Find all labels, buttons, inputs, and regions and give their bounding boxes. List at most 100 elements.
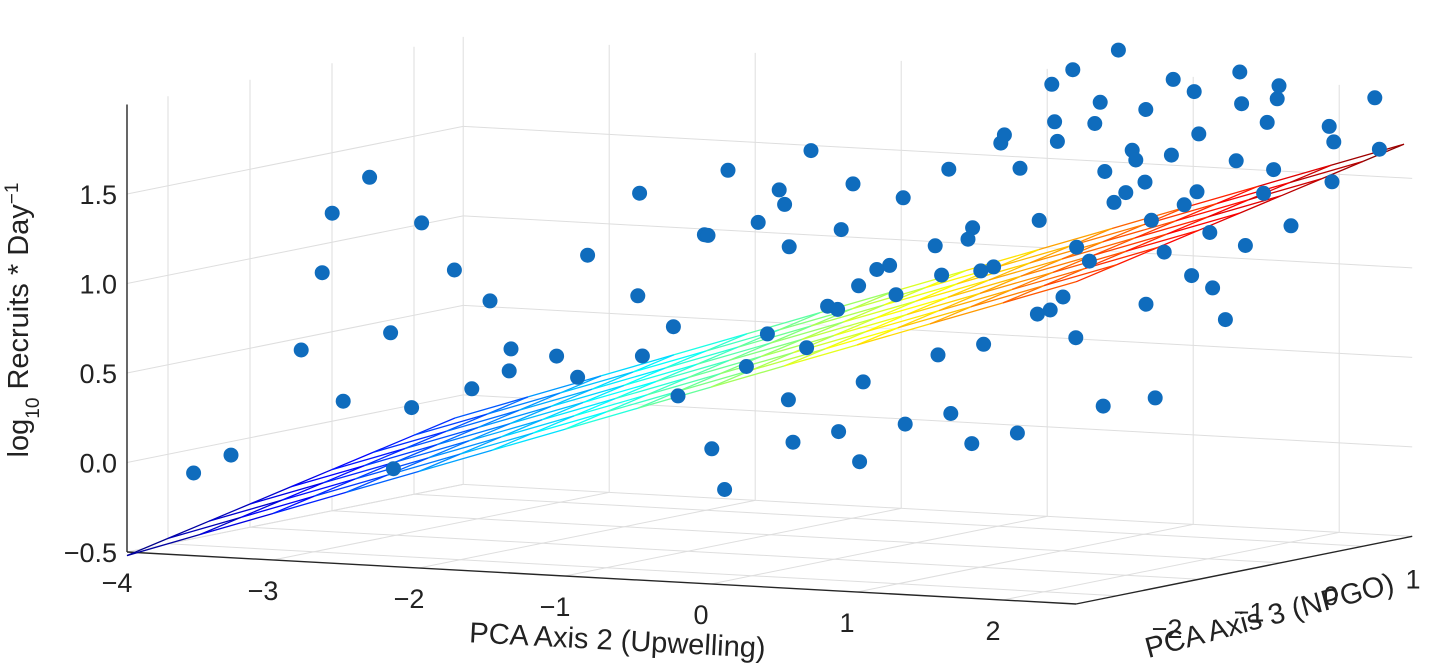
data-point <box>1047 114 1063 130</box>
plane-facet <box>770 304 884 344</box>
plane-mesh-line <box>459 432 534 455</box>
plane-mesh-line <box>395 444 438 463</box>
grid-line <box>331 510 1282 564</box>
plane-mesh-line <box>372 434 415 453</box>
data-point <box>820 298 836 314</box>
plane-facet <box>323 444 437 483</box>
data-point <box>869 262 885 277</box>
plane-mesh-line <box>1207 199 1250 218</box>
fitted-plane <box>126 143 1405 557</box>
plane-mesh-line <box>1175 202 1218 222</box>
plane-facet <box>565 390 679 430</box>
plane-mesh-line <box>509 405 552 425</box>
plane-facet <box>875 280 989 319</box>
plane-facet <box>793 314 907 353</box>
plane-mesh-line <box>605 394 648 413</box>
data-point <box>996 127 1012 143</box>
plane-mesh-line <box>1075 264 1118 283</box>
x-tick-label: 1 <box>839 608 854 638</box>
grid-line <box>463 304 1413 358</box>
plane-mesh-line <box>167 516 242 540</box>
plane-mesh-line <box>363 444 438 467</box>
z-tick-label: 1.5 <box>79 180 117 210</box>
x-axis-title: PCA Axis 2 (Upwelling) <box>469 617 767 663</box>
plane-mesh-line <box>783 348 826 367</box>
data-point <box>976 336 992 352</box>
data-point <box>759 326 775 342</box>
plane-mesh-line <box>1002 281 1077 304</box>
plane-mesh-line <box>1061 237 1136 260</box>
data-point <box>960 231 976 247</box>
data-point <box>700 227 716 243</box>
plane-facet <box>250 465 364 504</box>
data-point <box>464 381 480 397</box>
z-tick-label: 0.0 <box>79 449 117 479</box>
plane-mesh-line <box>897 309 940 329</box>
plane-facet <box>346 454 460 493</box>
plane-facet <box>656 343 770 382</box>
plane-facet <box>884 266 998 305</box>
plane-mesh-line <box>459 436 502 455</box>
plane-mesh-line <box>632 354 675 373</box>
plane-mesh-line <box>418 449 493 472</box>
plane-facet <box>200 496 314 535</box>
data-point <box>1326 134 1342 150</box>
data-point <box>777 196 793 212</box>
plane-mesh-line <box>395 440 470 463</box>
plane-mesh-line <box>249 486 292 505</box>
plane-mesh-line <box>582 380 657 404</box>
plane-facet <box>980 255 1094 294</box>
data-point <box>1283 218 1299 234</box>
data-point <box>1269 91 1285 107</box>
data-point <box>1049 133 1065 149</box>
plane-facet <box>387 436 501 476</box>
plane-mesh-line <box>208 499 283 522</box>
plane-facet <box>168 500 282 539</box>
plane-mesh-line <box>997 248 1040 268</box>
plane-facet <box>711 348 825 388</box>
grid-line <box>418 499 756 569</box>
plane-mesh-line <box>559 375 602 394</box>
data-point <box>1202 225 1218 240</box>
plane-facet <box>647 356 761 395</box>
plane-facet <box>1126 213 1240 252</box>
data-point <box>1186 84 1202 100</box>
plane-mesh-line <box>477 409 520 429</box>
data-point <box>1097 164 1113 179</box>
plane-facet <box>533 394 647 434</box>
data-point <box>1044 76 1060 92</box>
plane-mesh-line <box>468 423 511 442</box>
plane-mesh-line <box>1020 254 1095 277</box>
plane-mesh-line <box>199 516 242 536</box>
data-point <box>1118 185 1134 201</box>
data-point <box>986 259 1002 275</box>
plane-mesh-line <box>500 415 575 438</box>
data-point <box>1137 174 1153 190</box>
plane-mesh-line <box>541 398 616 421</box>
plane-mesh-line <box>842 300 917 323</box>
data-point <box>1217 312 1233 328</box>
plane-mesh-line <box>500 419 543 438</box>
plane-facet <box>843 283 957 323</box>
plane-mesh-line <box>938 288 1013 312</box>
plane-facet <box>355 440 469 480</box>
plane-facet <box>998 228 1112 267</box>
data-point <box>335 393 351 409</box>
plane-mesh-line <box>573 398 616 417</box>
plane-mesh-line <box>623 367 666 386</box>
data-point <box>1266 162 1282 178</box>
plane-facet <box>948 258 1062 298</box>
data-point <box>1165 71 1181 87</box>
plane-mesh-line <box>550 388 593 407</box>
plane-mesh-line <box>322 461 397 484</box>
plane-facet <box>638 369 752 409</box>
plane-facet <box>446 393 560 432</box>
data-point <box>1065 62 1081 78</box>
plane-facet <box>209 482 323 522</box>
data-point <box>570 369 586 385</box>
plane-mesh-line <box>1134 216 1209 239</box>
plane-mesh-line <box>1070 223 1145 247</box>
data-point <box>1232 64 1248 80</box>
data-point <box>293 342 309 358</box>
plane-mesh-line <box>687 359 730 379</box>
